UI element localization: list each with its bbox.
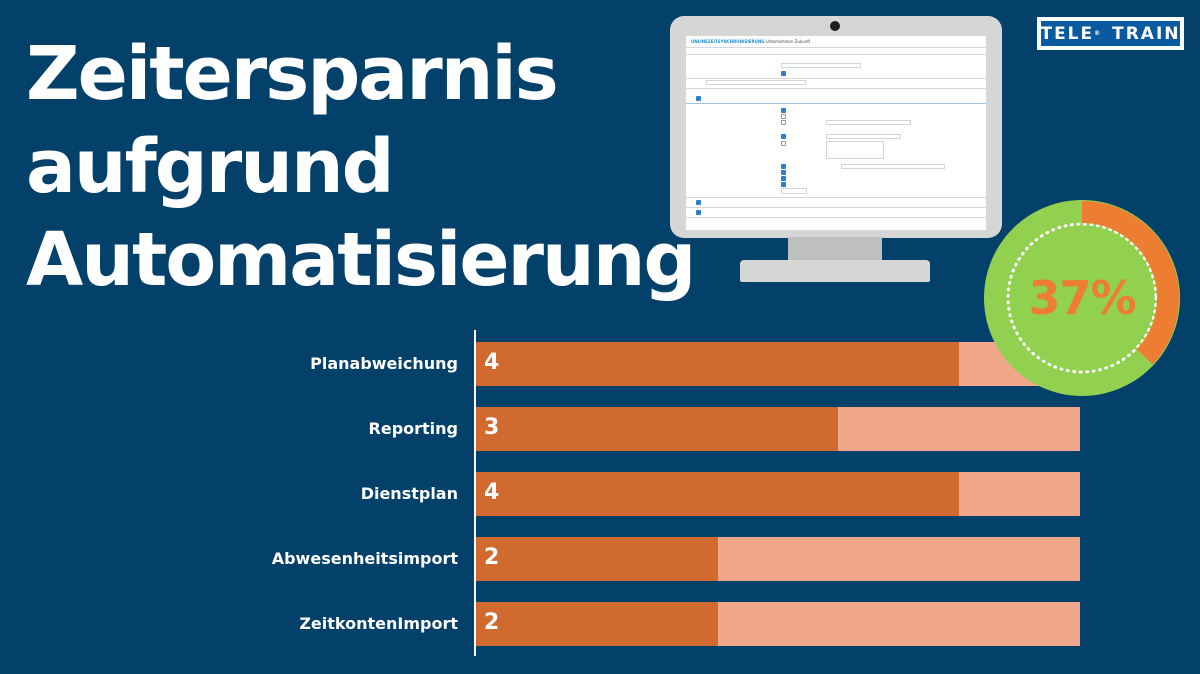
screen-checkbox xyxy=(781,182,786,187)
bar-value-label: 2 xyxy=(484,545,500,570)
logo-text-right: TRAIN xyxy=(1112,23,1181,44)
category-label: Abwesenheitsimport xyxy=(271,549,458,568)
screen-checkbox xyxy=(781,176,786,181)
headline-line-3: Automatisierung xyxy=(26,217,696,303)
screen-field xyxy=(841,164,945,169)
teletrain-logo: TELE ® TRAIN xyxy=(1037,17,1184,50)
screen-checkbox xyxy=(781,114,786,119)
screen-divider xyxy=(686,54,986,55)
screen-select xyxy=(781,188,807,194)
monitor-neck xyxy=(788,237,882,261)
bar-value xyxy=(476,537,718,581)
screen-field xyxy=(781,63,861,68)
screen-divider xyxy=(686,197,986,198)
logo-registered-mark: ® xyxy=(1094,30,1103,37)
bar-value xyxy=(476,472,960,516)
bar-value xyxy=(476,407,839,451)
screen-checkbox xyxy=(696,96,701,101)
gauge-progress-arc xyxy=(1081,201,1179,365)
screen-checkbox xyxy=(696,200,701,205)
category-label: Dienstplan xyxy=(360,484,458,503)
category-label: Planabweichung xyxy=(310,354,458,373)
monitor-camera xyxy=(830,21,840,31)
screen-checkbox xyxy=(781,71,786,76)
screen-divider xyxy=(686,88,986,89)
screen-checkbox xyxy=(781,120,786,125)
headline-line-1: Zeitersparnis xyxy=(26,31,559,117)
screen-title-org: Unternehmen Zukunft xyxy=(765,39,811,44)
bar-value-label: 2 xyxy=(484,610,500,635)
screen-divider xyxy=(686,207,986,208)
bar-value xyxy=(476,342,960,386)
screen-title: ONLINEZEITSYNCHRONISIERUNG Unternehmen Z… xyxy=(691,39,810,44)
screen-checkbox xyxy=(781,141,786,146)
screen-checkbox xyxy=(781,170,786,175)
screen-field xyxy=(826,120,911,125)
screen-divider xyxy=(686,103,986,104)
category-label: Reporting xyxy=(368,419,458,438)
screen-divider xyxy=(686,47,986,48)
screen-select xyxy=(826,134,901,139)
gauge-percentage-label: 37% xyxy=(1028,271,1136,325)
screen-divider xyxy=(686,217,986,218)
bar-value-label: 4 xyxy=(484,350,500,375)
monitor-screen: ONLINEZEITSYNCHRONISIERUNG Unternehmen Z… xyxy=(686,36,986,230)
screen-divider xyxy=(686,78,986,79)
monitor-illustration: ONLINEZEITSYNCHRONISIERUNG Unternehmen Z… xyxy=(670,16,1002,238)
gauge-dotted-track xyxy=(1006,222,1158,374)
headline: Zeitersparnis aufgrund Automatisierung xyxy=(26,28,696,307)
chart-axis-line xyxy=(474,330,476,656)
gauge-ring xyxy=(984,200,1180,396)
gauge-svg xyxy=(984,200,1180,396)
screen-checkbox xyxy=(781,164,786,169)
headline-line-2: aufgrund xyxy=(26,124,395,210)
screen-textarea xyxy=(826,141,884,159)
screen-select xyxy=(706,80,806,85)
screen-checkbox xyxy=(696,210,701,215)
monitor-base xyxy=(740,260,930,282)
screen-checkbox xyxy=(781,108,786,113)
logo-text-left: TELE xyxy=(1040,23,1095,44)
bar-value-label: 4 xyxy=(484,480,500,505)
screen-checkbox xyxy=(781,134,786,139)
screen-title-app: ONLINEZEITSYNCHRONISIERUNG xyxy=(691,39,765,44)
bar-value xyxy=(476,602,718,646)
percentage-gauge: 37% xyxy=(982,198,1182,398)
category-label: ZeitkontenImport xyxy=(299,614,458,633)
bar-value-label: 3 xyxy=(484,415,500,440)
